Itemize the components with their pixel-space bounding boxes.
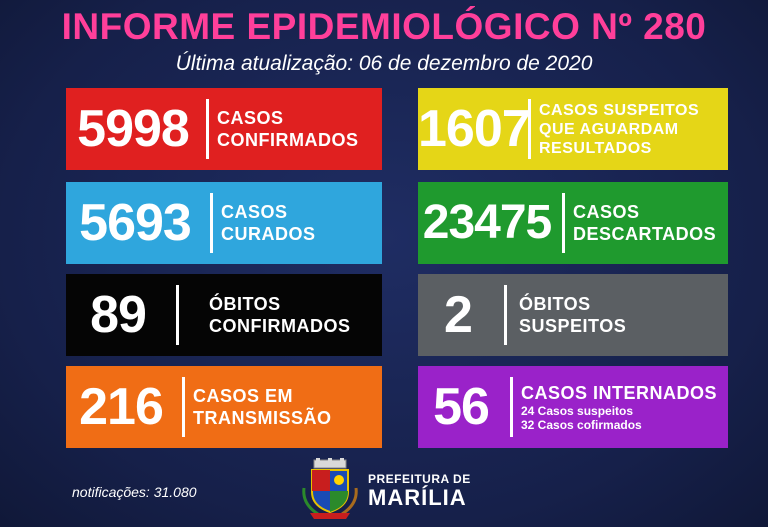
label-line: RESULTADOS: [539, 139, 652, 157]
casos-suspeitos-value: 1607: [418, 100, 531, 158]
card-casos-descartados: 23475 CASOS DESCARTADOS: [418, 182, 728, 264]
label-line: DESCARTADOS: [573, 224, 717, 244]
label-line: ÓBITOS: [209, 294, 281, 314]
city-name: MARÍLIA: [368, 485, 467, 510]
casos-descartados-label: CASOS DESCARTADOS: [573, 201, 716, 245]
last-update-text: Última atualização: 06 de dezembro de 20…: [175, 52, 593, 75]
detail-line: 24 Casos suspeitos: [521, 404, 634, 418]
label-line: CASOS INTERNADOS: [521, 383, 718, 403]
card-obitos-suspeitos: 2 ÓBITOS SUSPEITOS: [418, 274, 728, 356]
casos-curados-value: 5693: [79, 194, 192, 252]
card-casos-confirmados: 5998 CASOS CONFIRMADOS: [66, 88, 382, 170]
prefeitura-logo-text: PREFEITURA DE MARÍLIA: [368, 472, 471, 510]
card-divider: [210, 193, 213, 253]
card-casos-transmissao: 216 CASOS EM TRANSMISSÃO: [66, 366, 382, 448]
prefeitura-line: PREFEITURA DE: [368, 472, 471, 486]
card-divider: [182, 377, 185, 437]
card-divider: [206, 99, 209, 159]
label-line: CASOS: [217, 108, 284, 128]
internados-detail: 24 Casos suspeitos 32 Casos cofirmados: [521, 404, 717, 432]
card-casos-suspeitos: 1607 CASOS SUSPEITOS QUE AGUARDAM RESULT…: [418, 88, 728, 170]
obitos-confirmados-value: 89: [90, 286, 147, 344]
label-line: CONFIRMADOS: [209, 316, 351, 336]
card-divider: [528, 99, 531, 159]
label-line: CURADOS: [221, 224, 316, 244]
card-obitos-confirmados: 89 ÓBITOS CONFIRMADOS: [66, 274, 382, 356]
coat-of-arms-icon: [302, 458, 358, 519]
casos-internados-value: 56: [433, 378, 490, 436]
obitos-confirmados-label: ÓBITOS CONFIRMADOS: [209, 293, 351, 337]
card-divider: [176, 285, 179, 345]
detail-line: 32 Casos cofirmados: [521, 418, 642, 432]
label-line: CASOS: [573, 202, 640, 222]
notificacoes-text: notificações: 31.080: [72, 484, 197, 500]
casos-internados-label: CASOS INTERNADOS 24 Casos suspeitos 32 C…: [521, 382, 717, 432]
casos-transmissao-value: 216: [79, 378, 164, 436]
card-divider: [504, 285, 507, 345]
casos-confirmados-value: 5998: [77, 100, 190, 158]
casos-curados-label: CASOS CURADOS: [221, 201, 316, 245]
card-casos-curados: 5693 CASOS CURADOS: [66, 182, 382, 264]
label-line: TRANSMISSÃO: [193, 408, 332, 428]
page-title: INFORME EPIDEMIOLÓGICO Nº 280: [61, 6, 707, 47]
label-line: ÓBITOS: [519, 294, 591, 314]
label-line: CONFIRMADOS: [217, 130, 359, 150]
obitos-suspeitos-label: ÓBITOS SUSPEITOS: [519, 293, 626, 337]
obitos-suspeitos-value: 2: [444, 286, 473, 344]
card-casos-internados: 56 CASOS INTERNADOS 24 Casos suspeitos 3…: [418, 366, 728, 448]
casos-suspeitos-label: CASOS SUSPEITOS QUE AGUARDAM RESULTADOS: [539, 101, 699, 158]
card-divider: [562, 193, 565, 253]
label-line: SUSPEITOS: [519, 316, 627, 336]
casos-descartados-value: 23475: [422, 196, 552, 249]
label-line: CASOS: [221, 202, 288, 222]
card-divider: [510, 377, 513, 437]
casos-confirmados-label: CASOS CONFIRMADOS: [217, 107, 359, 151]
casos-transmissao-label: CASOS EM TRANSMISSÃO: [193, 385, 332, 429]
label-line: CASOS SUSPEITOS: [539, 101, 700, 119]
label-line: QUE AGUARDAM: [539, 120, 679, 138]
label-line: CASOS EM: [193, 386, 294, 406]
